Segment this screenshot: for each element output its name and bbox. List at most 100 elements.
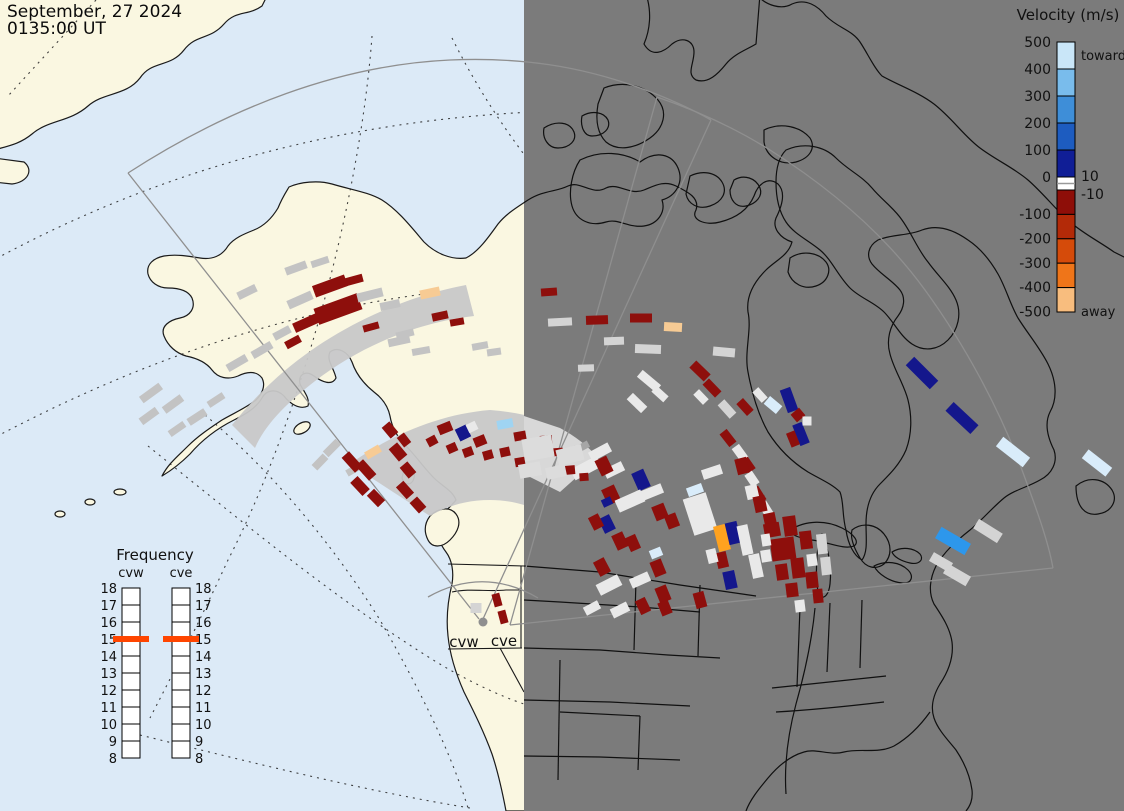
velocity-cell <box>717 399 737 419</box>
velocity-cell <box>579 472 589 482</box>
velocity-tick-labels: 500 400 300 200 100 0 -100 -200 -300 -400 -500 <box>1019 35 1051 321</box>
velocity-cell <box>663 322 683 332</box>
state-border <box>796 606 801 688</box>
velocity-tick-label: 400 <box>1024 62 1051 78</box>
velocity-cell <box>744 470 760 488</box>
velocity-cell <box>225 354 249 372</box>
frequency-scale-cell <box>121 689 141 708</box>
velocity-cell <box>431 310 449 322</box>
velocity-cell <box>311 274 349 298</box>
velocity-cell <box>815 533 829 555</box>
frequency-scale-cell <box>121 672 141 691</box>
velocity-cell <box>634 596 652 616</box>
velocity-cell <box>310 255 330 269</box>
velocity-cell <box>419 286 441 300</box>
frequency-col-label-cve: cve <box>170 566 193 581</box>
velocity-cell <box>603 336 625 346</box>
velocity-cell <box>445 441 459 455</box>
velocity-cell <box>649 558 667 578</box>
velocity-cell <box>399 461 417 479</box>
velocity-cell <box>995 436 1031 468</box>
velocity-cell <box>713 523 731 553</box>
velocity-cell <box>600 496 614 508</box>
frequency-scale-cell <box>121 740 141 759</box>
velocity-cell <box>786 430 800 448</box>
velocity-cell <box>752 494 768 514</box>
frequency-tick-label: 12 <box>195 684 212 699</box>
velocity-cell <box>555 444 585 466</box>
velocity-cell <box>425 434 439 448</box>
velocity-cell <box>935 526 971 556</box>
velocity-cell <box>592 557 612 577</box>
header-time: 0135:00 UT <box>7 19 106 39</box>
frequency-tick-label: 10 <box>195 718 212 733</box>
velocity-cell <box>611 531 629 551</box>
velocity-cell <box>250 341 274 359</box>
parry-island <box>580 111 610 137</box>
velocity-cell <box>700 464 724 480</box>
velocity-cell <box>472 434 488 448</box>
frequency-scale-cell <box>171 604 191 623</box>
velocity-lower-threshold: -10 <box>1081 187 1104 203</box>
velocity-cell <box>577 364 595 372</box>
velocity-cell <box>779 386 799 414</box>
radar-site-dot <box>478 617 488 627</box>
fov-fan-outlines <box>127 58 1054 626</box>
velocity-cell <box>138 406 160 426</box>
frequency-tick-label: 9 <box>195 735 203 750</box>
aleutian-island <box>113 488 127 496</box>
velocity-cell <box>609 601 631 619</box>
velocity-colorbar-segment <box>1056 262 1076 289</box>
radar-site-label-cve: cve <box>491 632 517 650</box>
velocity-cell <box>486 347 502 357</box>
lake-erie <box>873 561 912 584</box>
frequency-tick-label: 13 <box>195 667 212 682</box>
fov-edge-cvw-right <box>482 119 712 620</box>
frequency-tick-label: 16 <box>195 616 212 631</box>
velocity-cell <box>736 524 754 556</box>
velocity-cell <box>356 287 384 303</box>
velocity-cell <box>790 407 806 423</box>
velocity-tick-label: 500 <box>1024 35 1051 51</box>
frequency-scale-cell <box>121 604 141 623</box>
frequency-scale-cell <box>171 706 191 725</box>
velocity-tick-label: -300 <box>1019 256 1051 272</box>
header-date: September, 27 2024 <box>7 2 182 22</box>
frequency-scale-cell <box>171 740 191 759</box>
velocity-colorbar-segment <box>1056 41 1076 70</box>
velocity-tick-label: -400 <box>1019 280 1051 296</box>
velocity-cell <box>905 356 939 390</box>
velocity-cell <box>794 599 806 613</box>
velocity-toward-label: toward <box>1081 49 1124 64</box>
velocity-colorbar-segment <box>1056 68 1076 97</box>
velocity-tick-label: 300 <box>1024 89 1051 105</box>
velocity-colorbar-segment <box>1056 95 1076 124</box>
velocity-cell <box>595 574 623 596</box>
frequency-tick-label: 14 <box>195 650 212 665</box>
velocity-cell <box>734 456 750 476</box>
velocity-cell <box>798 530 814 550</box>
aleutian-island <box>54 510 66 518</box>
velocity-cell <box>481 449 495 461</box>
lake-ontario <box>891 547 923 564</box>
velocity-cell <box>436 420 454 436</box>
somerset-island <box>729 176 762 207</box>
state-border <box>524 699 691 707</box>
velocity-upper-threshold: 10 <box>1081 169 1099 185</box>
velocity-cell <box>812 588 824 604</box>
gulf-coast-outline <box>745 711 931 811</box>
frequency-tick-label: 16 <box>100 616 117 631</box>
velocity-cell <box>292 313 320 333</box>
kodiak-island <box>293 421 311 435</box>
velocity-cell <box>206 392 226 408</box>
velocity-cell <box>973 518 1003 544</box>
fov-outer-arc-west <box>127 58 712 174</box>
frequency-scale-cell <box>121 723 141 742</box>
velocity-cell <box>639 483 665 501</box>
frequency-tick-label: 14 <box>100 650 117 665</box>
velocity-cell <box>657 599 673 617</box>
velocity-tick-label: -500 <box>1019 305 1051 321</box>
velocity-cell <box>624 533 642 553</box>
velocity-cell <box>752 387 768 403</box>
